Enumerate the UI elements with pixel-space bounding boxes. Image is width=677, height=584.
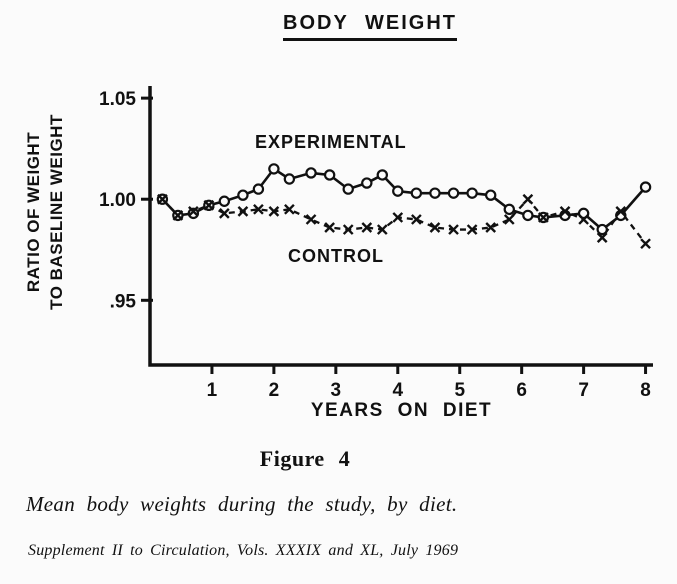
marker-control (157, 193, 168, 205)
marker-experimental (268, 163, 280, 175)
marker-control (172, 210, 184, 221)
series-line-experimental (161, 167, 647, 232)
marker-experimental (429, 187, 441, 199)
marker-experimental (218, 195, 231, 207)
marker-experimental (410, 187, 423, 199)
body-weight-chart: BODY WEIGHT RATIO OF WEIGHT TO BASELINE … (24, 12, 653, 421)
marker-control (342, 224, 354, 235)
marker-experimental (447, 187, 460, 199)
source-citation: Supplement II to Circulation, Vols. XXXI… (28, 542, 459, 559)
marker-control (448, 224, 459, 235)
marker-control (578, 214, 589, 225)
marker-control (466, 224, 478, 235)
marker-control (188, 205, 199, 217)
y-tick-label: 1.05 (99, 89, 136, 110)
axis-line (148, 86, 653, 367)
chart-title: BODY WEIGHT (283, 12, 457, 41)
marker-control (485, 222, 497, 233)
marker-experimental (237, 189, 249, 201)
marker-control (361, 222, 373, 233)
marker-control (376, 224, 388, 235)
figure-label: Figure 4 (259, 446, 351, 471)
marker-control (522, 193, 534, 205)
marker-experimental (187, 207, 200, 220)
marker-control (268, 205, 280, 217)
marker-control (324, 222, 335, 233)
marker-control (503, 214, 515, 225)
chart-title-row: BODY WEIGHT (90, 12, 650, 41)
marker-control (429, 222, 441, 233)
x-tick-label: 3 (331, 380, 342, 401)
marker-experimental (522, 209, 534, 222)
marker-experimental (283, 173, 296, 185)
marker-experimental (361, 177, 373, 189)
marker-control (596, 232, 608, 243)
x-tick-label: 4 (392, 380, 403, 401)
marker-experimental (342, 183, 354, 195)
plot-svg: 1.05 1.00 .95 1 2 3 4 5 6 7 8 (99, 86, 653, 401)
series-label-control: CONTROL (288, 246, 384, 266)
marker-control (203, 199, 215, 211)
marker-control (640, 238, 651, 250)
marker-experimental (485, 189, 497, 201)
x-tick-label: 7 (578, 380, 589, 401)
marker-control (615, 205, 627, 217)
marker-control (392, 212, 404, 223)
marker-control (237, 205, 249, 217)
x-tick-label: 5 (454, 380, 465, 401)
x-tick-label: 8 (640, 380, 651, 401)
marker-experimental (376, 169, 388, 181)
x-tick-label: 1 (207, 380, 218, 401)
y-tick-label: .95 (110, 291, 137, 312)
marker-experimental (503, 203, 515, 216)
x-tick-label: 6 (516, 380, 527, 401)
marker-control (305, 214, 317, 225)
marker-control (253, 203, 264, 215)
marker-control (284, 203, 295, 215)
marker-control (559, 205, 571, 217)
marker-experimental (639, 181, 652, 193)
x-axis-label: YEARS ON DIET (310, 400, 493, 421)
x-tick-label: 2 (269, 380, 280, 401)
marker-experimental (323, 169, 336, 181)
y-tick-label: 1.00 (99, 190, 136, 211)
series-line-control (161, 197, 647, 245)
figure-caption: Mean body weights during the study, by d… (26, 492, 458, 516)
marker-control (218, 208, 230, 219)
marker-experimental (596, 223, 608, 236)
marker-experimental (392, 185, 404, 197)
marker-experimental (252, 183, 265, 195)
marker-control (411, 214, 422, 225)
marker-control (538, 212, 549, 223)
series-label-experimental: EXPERIMENTAL (255, 132, 407, 152)
marker-experimental (305, 167, 317, 179)
marker-experimental (466, 187, 478, 199)
